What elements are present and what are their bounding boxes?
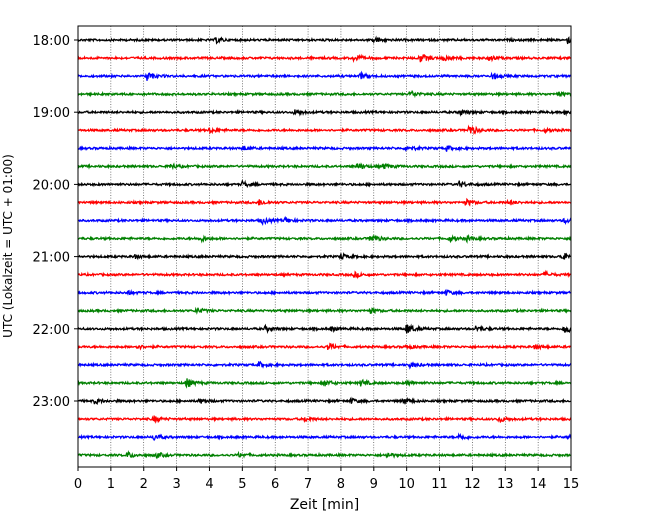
y-tick-label: 20:00 xyxy=(33,178,70,193)
y-tick-label: 23:00 xyxy=(33,395,70,410)
trace-line xyxy=(77,432,572,442)
trace-line xyxy=(77,288,572,297)
trace-line xyxy=(77,306,572,315)
x-tick-label: 4 xyxy=(205,477,213,492)
trace-line xyxy=(77,323,572,335)
trace-line xyxy=(77,415,572,424)
x-tick-label: 3 xyxy=(172,477,180,492)
x-tick-label: 6 xyxy=(271,477,279,492)
x-tick-label: 5 xyxy=(238,477,246,492)
trace-line xyxy=(77,179,572,189)
trace-line xyxy=(77,342,572,351)
y-axis: 18:00 19:00 20:00 21:00 22:00 23:00 xyxy=(33,34,78,410)
x-tick-label: 10 xyxy=(398,477,415,492)
grid-lines xyxy=(110,26,539,467)
x-tick-label: 12 xyxy=(464,477,481,492)
y-tick-label: 18:00 xyxy=(33,34,70,49)
trace-line xyxy=(77,70,572,81)
x-tick-label: 0 xyxy=(74,477,82,492)
x-axis: 0 1 2 3 4 5 6 7 8 9 10 11 12 13 14 15 xyxy=(74,467,579,492)
y-tick-label: 21:00 xyxy=(33,251,70,266)
trace-line xyxy=(77,35,572,45)
plot-frame xyxy=(77,25,572,468)
y-axis-label: UTC (Lokalzeit = UTC + 01:00) xyxy=(1,154,15,338)
traces xyxy=(77,35,572,460)
y-tick-label: 22:00 xyxy=(33,323,70,338)
x-tick-label: 14 xyxy=(530,477,547,492)
x-tick-label: 1 xyxy=(107,477,115,492)
trace-line xyxy=(77,197,572,207)
trace-line xyxy=(77,378,572,389)
trace-line xyxy=(77,450,572,460)
trace-line xyxy=(77,269,571,280)
trace-line xyxy=(77,360,572,370)
trace-line xyxy=(77,396,572,405)
x-tick-label: 15 xyxy=(563,477,580,492)
trace-line xyxy=(77,215,572,226)
trace-line xyxy=(77,233,572,244)
trace-line xyxy=(77,162,572,171)
x-tick-label: 8 xyxy=(337,477,345,492)
trace-line xyxy=(77,53,572,64)
y-tick-label: 19:00 xyxy=(33,106,70,121)
trace-line xyxy=(77,89,572,99)
trace-line xyxy=(77,144,572,153)
x-tick-label: 11 xyxy=(431,477,448,492)
trace-line xyxy=(77,124,572,136)
x-tick-label: 9 xyxy=(370,477,378,492)
trace-line xyxy=(77,252,572,261)
trace-line xyxy=(77,108,572,117)
x-tick-label: 2 xyxy=(140,477,148,492)
x-axis-label: Zeit [min] xyxy=(290,497,359,513)
x-tick-label: 13 xyxy=(497,477,514,492)
x-tick-label: 7 xyxy=(304,477,312,492)
